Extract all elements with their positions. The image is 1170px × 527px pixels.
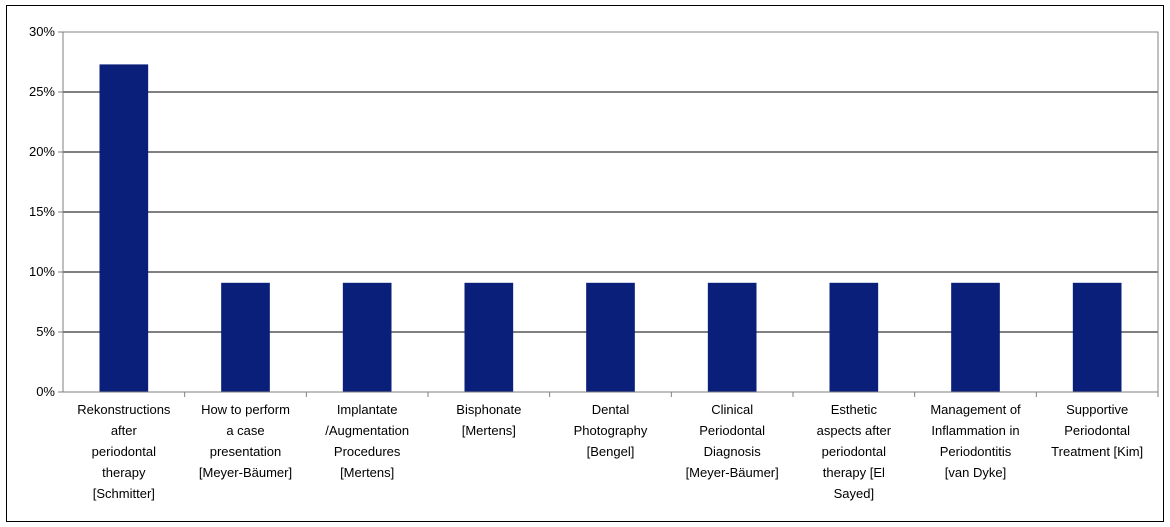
x-axis-category-labels: Rekonstructions after periodontal therapy [S… (77, 402, 1143, 501)
bar (221, 282, 270, 392)
x-category-label: Clinical Periodontal Diagnosis [Meyer-Bäume… (686, 402, 779, 480)
bar (951, 282, 1000, 392)
bar (829, 282, 879, 392)
y-tick-label: 25% (29, 84, 55, 99)
bars (99, 64, 1122, 393)
bar (1072, 282, 1122, 392)
x-category-label: Dental Photography [Bengel] (574, 402, 648, 459)
y-tick-label: 10% (29, 264, 55, 279)
y-axis-tick-labels: 0% 5% 10% 15% 20% 25% 30% (29, 24, 55, 399)
x-category-label: Esthetic aspects after periodontal therapy … (817, 402, 892, 501)
bar (464, 282, 514, 392)
bar (99, 64, 149, 393)
bar (342, 282, 392, 392)
x-category-label: How to perform a case presentation [Meyer-B… (199, 402, 292, 480)
x-category-label: Rekonstructions after periodontal therapy [S… (77, 402, 171, 501)
x-category-label: Bisphonate [Mertens] (456, 402, 521, 438)
chart-container: 0% 5% 10% 15% 20% 25% 30% Rekonstructions after… (6, 5, 1164, 522)
y-tick-label: 20% (29, 144, 55, 159)
y-tick-label: 0% (36, 384, 55, 399)
x-category-label: Supportive Periodontal Treatment [Kim] (1051, 402, 1143, 459)
bar-chart: 0% 5% 10% 15% 20% 25% 30% Rekonstructions after… (29, 24, 1159, 501)
bar (586, 282, 635, 392)
y-tick-label: 15% (29, 204, 55, 219)
y-tick-label: 30% (29, 24, 55, 39)
y-tick-label: 5% (36, 324, 55, 339)
axes (58, 31, 1159, 397)
x-category-label: Management of Inflammation in Periodontiti… (930, 402, 1021, 480)
x-category-label: Implantate/Augmentation Procedures [Merten… (325, 402, 409, 480)
bar (707, 282, 757, 392)
